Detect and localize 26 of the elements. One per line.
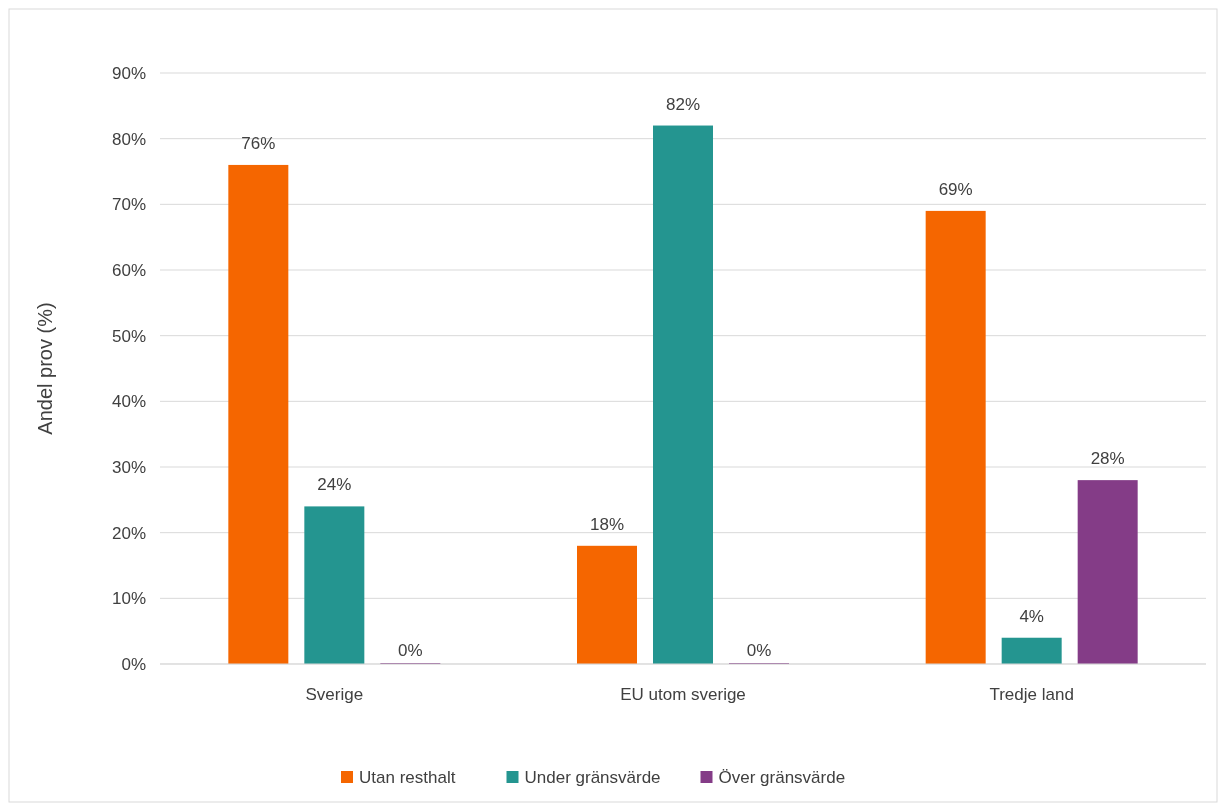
y-tick-label: 40% <box>111 392 146 412</box>
y-tick-label: 70% <box>111 195 146 215</box>
data-label: 0% <box>398 641 423 660</box>
y-tick-label: 0% <box>121 654 146 674</box>
x-tick-label: Tredje land <box>989 685 1074 704</box>
legend-label: Över gränsvärde <box>718 767 846 787</box>
data-label: 0% <box>746 641 772 660</box>
legend-label: Utan resthalt <box>359 767 456 787</box>
y-tick-label: 80% <box>111 129 146 149</box>
data-label: 24% <box>317 475 352 495</box>
y-tick-label: 20% <box>111 523 146 543</box>
data-label: 82% <box>665 94 701 114</box>
y-tick-label: 30% <box>111 457 146 477</box>
x-tick-label: EU utom sverige <box>620 685 746 704</box>
y-tick-label: 10% <box>111 589 146 609</box>
y-tick-label: 60% <box>111 260 146 280</box>
legend-label: Under gränsvärde <box>524 767 661 787</box>
data-label: 18% <box>589 514 625 534</box>
data-label: 4% <box>1019 606 1044 626</box>
y-axis-title: Andel prov (%) <box>34 302 56 435</box>
data-label: 69% <box>938 179 973 199</box>
x-tick-label: Sverige <box>305 685 364 704</box>
data-label: 76% <box>241 133 276 153</box>
y-tick-label: 50% <box>111 326 146 346</box>
y-tick-label: 90% <box>111 63 146 83</box>
data-label: 28% <box>1090 449 1125 469</box>
